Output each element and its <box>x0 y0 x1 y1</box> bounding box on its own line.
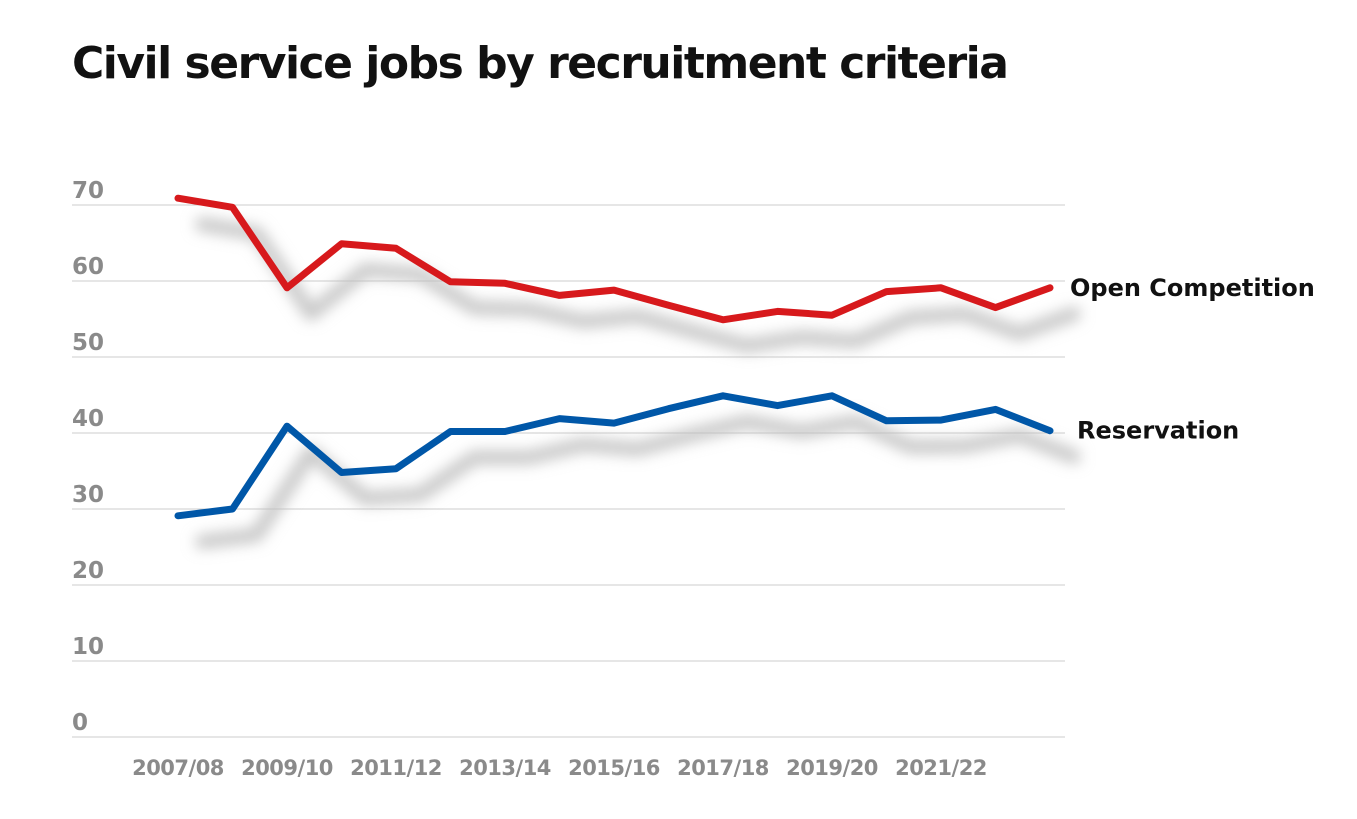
x-tick-label: 2009/10 <box>241 756 333 780</box>
data-point <box>557 416 562 422</box>
data-point <box>993 305 998 311</box>
x-tick-label: 2011/12 <box>350 756 442 780</box>
x-tick-label: 2017/18 <box>677 756 769 780</box>
data-point <box>502 280 508 286</box>
data-point <box>284 423 290 429</box>
series-label: Reservation <box>1077 417 1239 445</box>
data-point <box>666 406 671 412</box>
series-shadow <box>195 414 1081 549</box>
data-point <box>611 287 617 293</box>
data-point <box>938 417 944 423</box>
data-point <box>1047 428 1053 434</box>
data-point <box>284 285 290 291</box>
data-point <box>829 393 835 399</box>
data-point <box>1047 285 1053 291</box>
y-tick-label: 10 <box>72 634 104 660</box>
y-tick-label: 70 <box>72 178 104 204</box>
data-point <box>339 470 344 476</box>
series-label: Open Competition <box>1070 274 1315 302</box>
x-tick-label: 2013/14 <box>459 756 551 780</box>
data-point <box>993 406 998 412</box>
data-point <box>339 241 344 247</box>
y-tick-label: 40 <box>72 406 104 432</box>
data-point <box>393 245 399 251</box>
data-point <box>393 466 399 472</box>
y-tick-label: 60 <box>72 254 104 280</box>
data-point <box>502 428 508 434</box>
data-point <box>175 513 181 519</box>
series-shadow <box>195 217 1081 353</box>
y-tick-label: 0 <box>72 710 88 736</box>
x-tick-label: 2007/08 <box>132 756 224 780</box>
data-point <box>829 312 835 318</box>
data-point <box>884 418 889 424</box>
y-tick-label: 30 <box>72 482 104 508</box>
x-tick-label: 2019/20 <box>786 756 878 780</box>
data-point <box>448 279 453 285</box>
data-point <box>720 317 726 323</box>
data-point <box>175 195 181 201</box>
data-point <box>230 204 235 210</box>
data-point <box>666 302 671 308</box>
data-point <box>557 292 562 298</box>
data-point <box>884 289 889 295</box>
data-point <box>938 285 944 291</box>
x-tick-label: 2015/16 <box>568 756 660 780</box>
data-point <box>611 420 617 426</box>
data-point <box>720 393 726 399</box>
y-tick-label: 50 <box>72 330 104 356</box>
chart-title: Civil service jobs by recruitment criter… <box>72 38 1009 89</box>
y-tick-label: 20 <box>72 558 104 584</box>
data-point <box>775 403 780 409</box>
data-point <box>230 506 235 512</box>
x-tick-label: 2021/22 <box>895 756 987 780</box>
data-point <box>448 428 453 434</box>
data-point <box>775 308 780 314</box>
